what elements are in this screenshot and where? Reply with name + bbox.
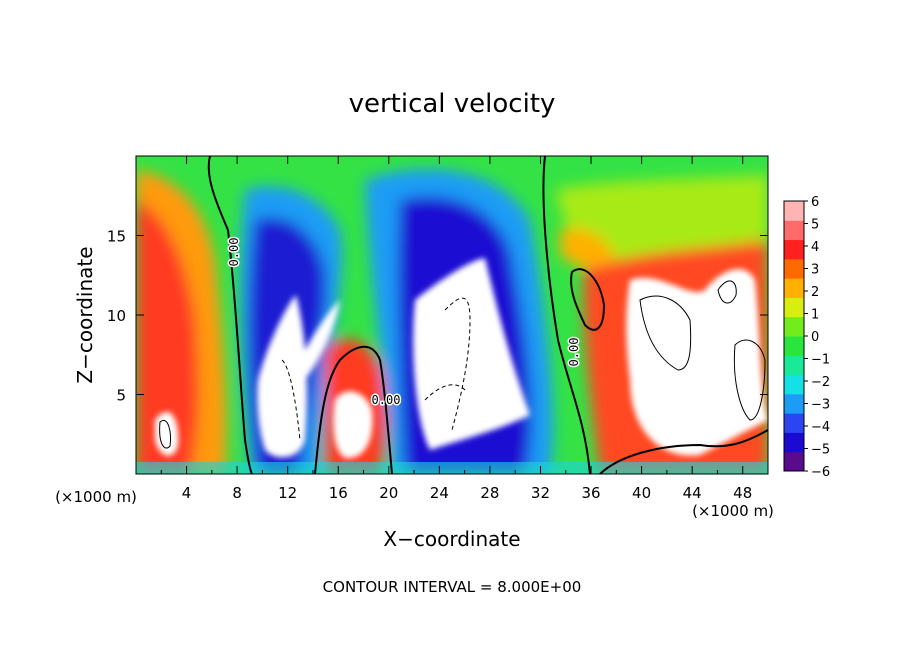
- colorbar-swatch: [784, 201, 804, 221]
- colorbar-swatch: [784, 451, 804, 472]
- x-tick-label: 16: [329, 484, 348, 502]
- colorbar-tick-label: −5: [811, 443, 830, 458]
- x-tick-label: 36: [581, 484, 600, 502]
- colorbar-tick-label: −2: [811, 375, 830, 390]
- contour-label-3: 0.00: [567, 338, 581, 367]
- x-tick-label: 28: [480, 484, 499, 502]
- colorbar-swatch: [784, 374, 804, 395]
- colorbar-tick-label: 3: [811, 263, 819, 278]
- colorbar-tick-label: −1: [811, 353, 830, 368]
- colorbar-swatch: [784, 297, 804, 318]
- colorbar-tick-label: 5: [811, 218, 819, 233]
- colorbar-swatch: [784, 316, 804, 337]
- x-unit-right: (×1000 m): [692, 502, 774, 520]
- colorbar-swatch: [784, 258, 804, 279]
- colorbar-swatch: [784, 336, 804, 356]
- x-tick-label: 8: [232, 484, 242, 502]
- x-tick-label: 44: [683, 484, 702, 502]
- colorbar-swatch: [784, 278, 804, 298]
- contour-interval-footer: CONTOUR INTERVAL = 8.000E+00: [323, 578, 582, 596]
- x-axis: 4 8 12 16 20 24 28 32 36 40 44 48: [160, 156, 769, 502]
- colorbar-swatch: [784, 355, 804, 376]
- inner-contours: [159, 280, 766, 449]
- colorbar-tick-label: 0: [811, 330, 819, 345]
- contour-label-1: 0.00: [227, 238, 241, 267]
- colorbar-tick-label: −3: [811, 398, 830, 413]
- y-tick-label: 15: [107, 228, 126, 246]
- colorbar: [783, 200, 805, 472]
- colorbar-tick-label: 2: [811, 285, 819, 300]
- y-axis-label: Z−coordinate: [73, 246, 97, 383]
- x-tick-label: 12: [278, 484, 297, 502]
- x-axis-label: X−coordinate: [383, 527, 520, 551]
- colorbar-labels: 6 5 4 3 2 1 0 −1 −2 −3 −4 −5 −6: [804, 195, 830, 480]
- x-tick-label: 40: [632, 484, 651, 502]
- colorbar-swatch: [784, 413, 804, 433]
- x-tick-label: 20: [379, 484, 398, 502]
- y-tick-label: 10: [107, 307, 126, 325]
- x-tick-label: 4: [182, 484, 192, 502]
- x-tick-label: 48: [733, 484, 752, 502]
- x-tick-label: 32: [531, 484, 550, 502]
- colorbar-tick-label: 6: [811, 195, 819, 210]
- colorbar-tick-label: 1: [811, 308, 819, 323]
- colorbar-swatch: [784, 432, 804, 453]
- colorbar-swatch: [784, 220, 804, 241]
- zero-contours: [207, 156, 768, 474]
- heatmap-field: [136, 156, 768, 474]
- y-axis: 5 10 15: [107, 228, 768, 405]
- colorbar-tick-label: 4: [811, 240, 819, 255]
- chart-title: vertical velocity: [349, 89, 556, 119]
- colorbar-tick-label: −4: [811, 420, 830, 435]
- colorbar-swatch: [784, 393, 804, 414]
- colorbar-swatch: [784, 239, 804, 260]
- y-tick-label: 5: [116, 387, 126, 405]
- x-unit-left: (×1000 m): [55, 488, 137, 506]
- x-tick-label: 24: [430, 484, 449, 502]
- contour-label-2: 0.00: [372, 393, 401, 407]
- colorbar-tick-label: −6: [811, 465, 830, 480]
